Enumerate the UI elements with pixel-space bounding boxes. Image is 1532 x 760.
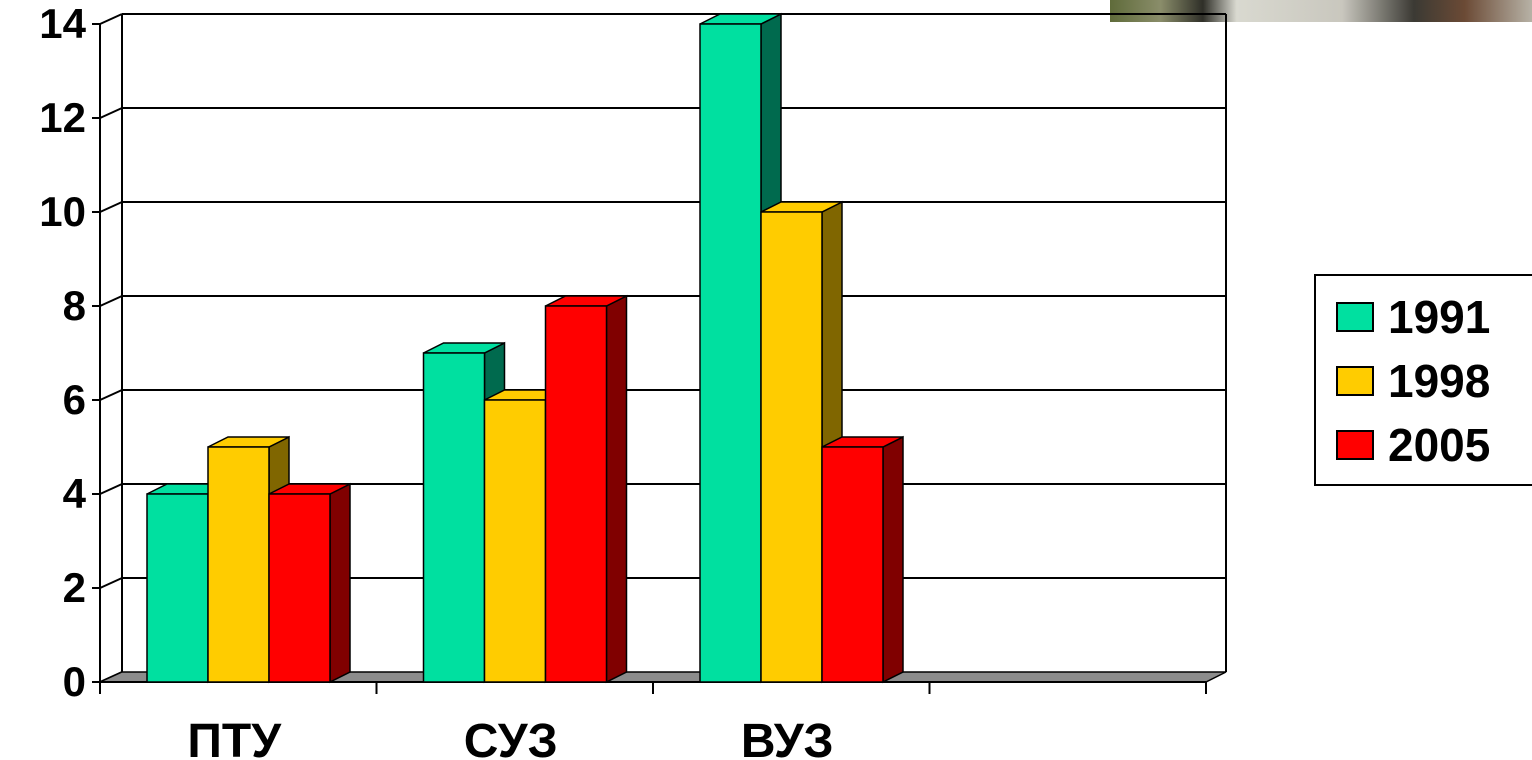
side-gridline-4: [99, 483, 123, 495]
bar-1991-0: [146, 493, 209, 683]
legend-label-2005: 2005: [1388, 419, 1491, 471]
bar-1998-1: [483, 399, 547, 683]
bar-side-2005-1: [605, 294, 628, 684]
bar-side-2005-0: [329, 482, 351, 684]
bar-1991-1: [422, 352, 486, 683]
bar-1998-0: [207, 446, 270, 683]
legend: 1991 1998 2005: [1314, 274, 1532, 486]
side-gridline-8: [99, 295, 123, 307]
side-gridline-10: [99, 201, 123, 213]
x-label-1: СУЗ: [464, 715, 558, 760]
y-tick-label-12: 12: [39, 94, 86, 141]
legend-item-1991: 1991: [1336, 292, 1490, 342]
y-tick-label-10: 10: [39, 188, 86, 235]
x-label-2: ВУЗ: [741, 715, 834, 760]
side-gridline-2: [99, 577, 123, 589]
legend-label-1998: 1998: [1388, 355, 1491, 407]
bar-1991-2: [699, 23, 762, 683]
legend-swatch-2005: [1336, 430, 1374, 460]
y-tick-label-8: 8: [63, 282, 86, 329]
x-label-0: ПТУ: [187, 715, 282, 760]
legend-swatch-1998: [1336, 366, 1374, 396]
bar-2005-2: [821, 446, 884, 683]
y-tick-label-4: 4: [63, 470, 87, 517]
y-tick-label-0: 0: [63, 658, 86, 705]
photo-corner: [1110, 0, 1532, 22]
bar-1998-2: [760, 211, 823, 683]
side-gridline-6: [99, 389, 123, 401]
legend-item-2005: 2005: [1336, 420, 1490, 470]
side-wall: [100, 14, 122, 682]
side-gridline-14: [99, 13, 123, 25]
legend-swatch-1991: [1336, 302, 1374, 332]
y-tick-label-2: 2: [63, 564, 86, 611]
legend-label-1991: 1991: [1388, 291, 1491, 343]
legend-item-1998: 1998: [1336, 356, 1490, 406]
y-tick-label-14: 14: [39, 0, 86, 47]
bar-2005-1: [544, 305, 608, 683]
bar-side-2005-2: [882, 435, 904, 684]
bar-2005-0: [268, 493, 331, 683]
y-tick-label-6: 6: [63, 376, 86, 423]
side-gridline-12: [99, 107, 123, 119]
